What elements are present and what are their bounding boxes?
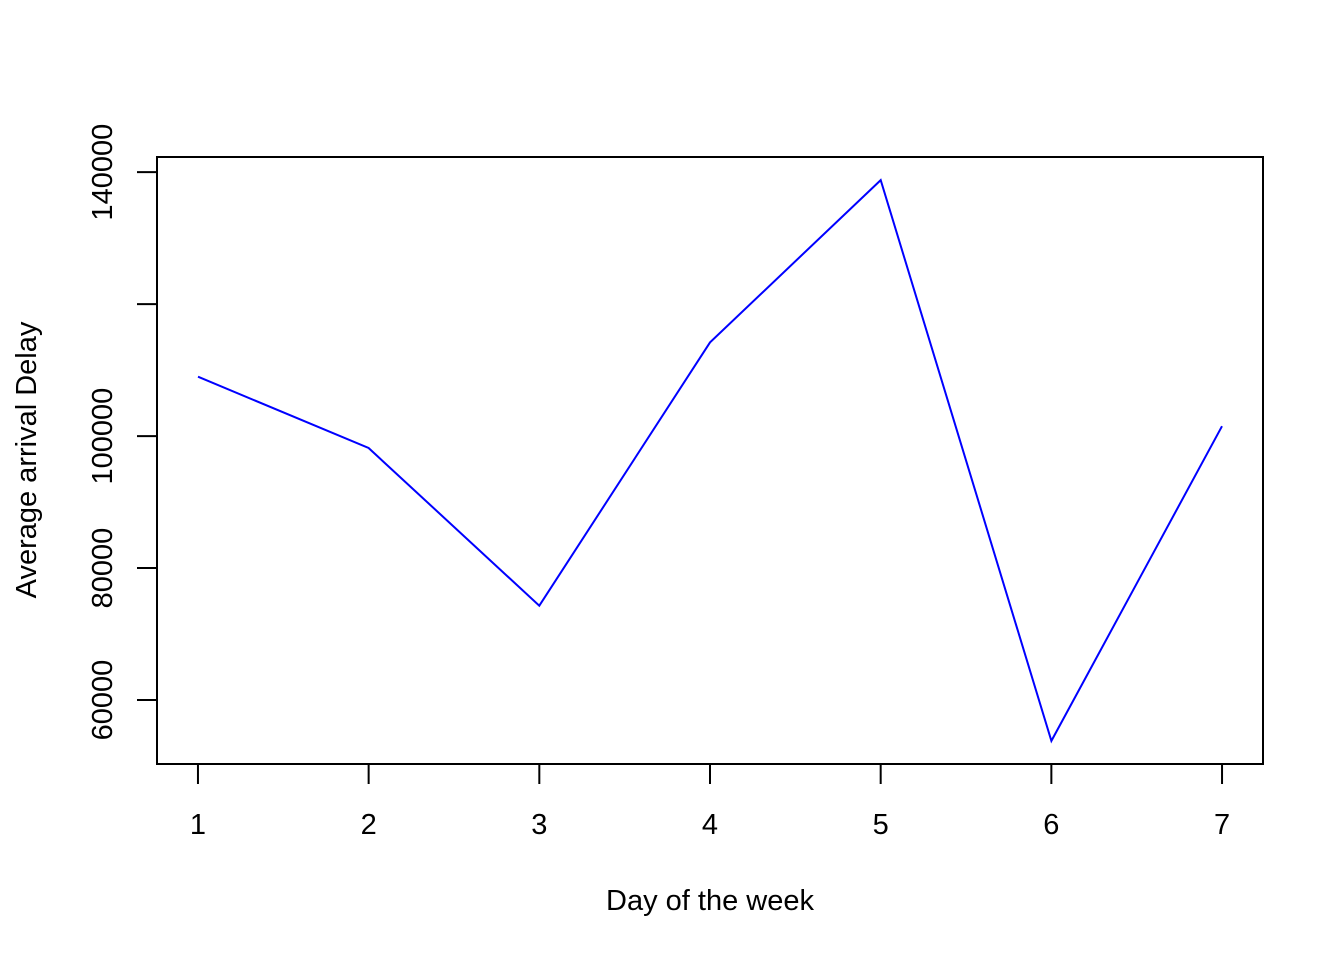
y-axis-label: Average arrival Delay [11, 321, 43, 598]
x-axis: 1 2 3 4 5 6 7 [190, 764, 1230, 841]
y-axis: 60000 80000 100000 140000 [87, 124, 157, 741]
x-axis-label: Day of the week [606, 885, 814, 917]
x-tick-label: 7 [1214, 809, 1230, 841]
x-tick-label: 3 [531, 809, 547, 841]
series-layer [197, 178, 1223, 744]
y-tick-label: 80000 [87, 528, 119, 609]
series-line [197, 178, 1223, 744]
x-tick-label: 1 [190, 809, 206, 841]
y-tick-label: 100000 [87, 388, 119, 485]
x-tick-label: 6 [1043, 809, 1059, 841]
x-tick-label: 2 [361, 809, 377, 841]
x-tick-label: 5 [873, 809, 889, 841]
y-tick-label: 60000 [87, 660, 119, 741]
x-tick-label: 4 [702, 809, 718, 841]
y-tick-label: 140000 [87, 124, 119, 221]
plot-frame [156, 156, 1264, 765]
